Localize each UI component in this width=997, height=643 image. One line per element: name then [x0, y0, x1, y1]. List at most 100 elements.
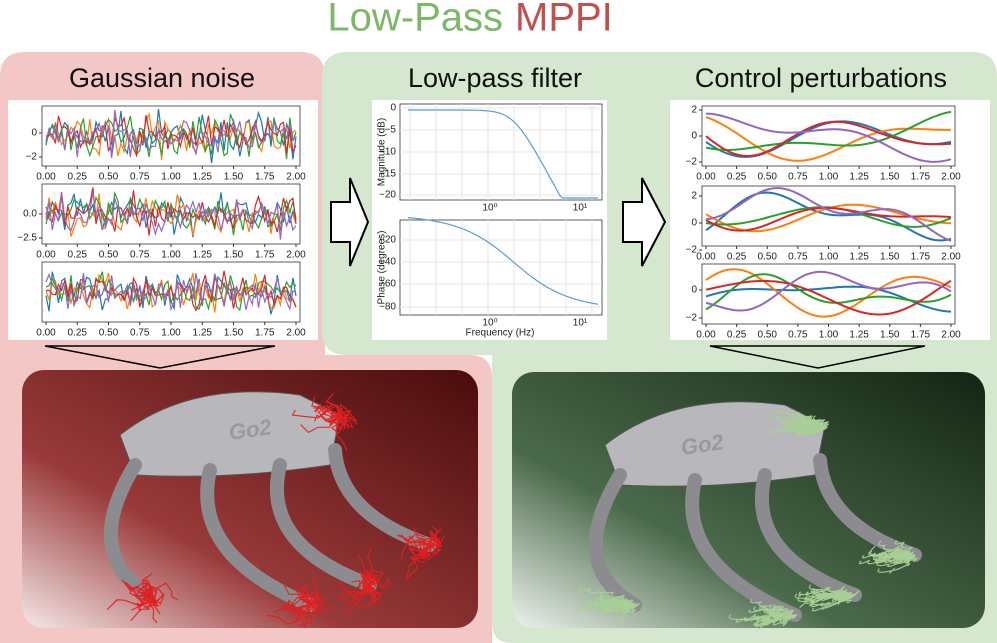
trajectory [339, 407, 348, 422]
x-tick-label: 0.25 [727, 252, 747, 263]
y-tick-label: −80 [379, 302, 396, 313]
x-tick-label: 1.25 [193, 172, 213, 183]
trajectory [894, 540, 916, 557]
axes-frame [399, 219, 603, 316]
y-tick-label: −2 [26, 152, 38, 163]
trajectory [291, 409, 341, 419]
robot-body [119, 391, 341, 477]
trajectory [888, 554, 916, 562]
x-tick-label: 0.50 [758, 252, 778, 263]
x-tick-label: 0.00 [36, 172, 56, 183]
trajectory [419, 544, 432, 558]
x-tick-label: 2.00 [941, 330, 961, 341]
trajectory [574, 604, 636, 613]
robot-leg [685, 473, 802, 622]
trajectory [298, 585, 317, 615]
robot-body [604, 401, 826, 487]
x-tick-label: 0.25 [68, 250, 88, 261]
trajectory [868, 551, 916, 559]
trajectory [106, 594, 151, 610]
trajectory [365, 578, 378, 600]
trajectory [286, 599, 311, 617]
x-axis-label: Frequency (Hz) [466, 328, 535, 339]
x-tick-label: 0.75 [130, 172, 150, 183]
trajectory [797, 594, 856, 607]
trajectory [149, 582, 179, 601]
x-tick-label: 2.00 [941, 252, 961, 263]
x-tick-label: 0.25 [68, 328, 88, 339]
x-tick-label: 1.00 [161, 172, 181, 183]
trajectory [414, 544, 432, 560]
trajectory [874, 553, 916, 562]
trajectory [892, 554, 916, 565]
x-tick-label: 1.00 [819, 330, 839, 341]
robot-leg [200, 463, 317, 612]
y-tick-label: −20 [379, 235, 396, 246]
x-tick-label: 1.25 [193, 250, 213, 261]
trajectory [149, 594, 158, 624]
x-tick-label: 0.00 [696, 172, 716, 183]
x-tick-label: 0.50 [99, 328, 119, 339]
bode-curve [408, 109, 598, 199]
trajectory [303, 595, 312, 607]
x-tick-label: 1.75 [911, 330, 931, 341]
trajectory [767, 605, 796, 617]
y-tick-label: 0 [691, 131, 697, 142]
robot-label: Go2 [679, 429, 726, 460]
trajectory [407, 533, 431, 546]
trajectory [858, 554, 916, 568]
robot-label: Go2 [227, 414, 274, 445]
trajectory [408, 544, 432, 568]
robot-leg [269, 458, 377, 592]
x-tick-label: 1.00 [161, 328, 181, 339]
robot-leg [754, 468, 862, 602]
y-tick-label: −2 [686, 157, 698, 168]
x-tick-label: 0.75 [788, 252, 808, 263]
x-tick-label: 0.25 [727, 330, 747, 341]
robot-leg [103, 458, 157, 602]
trajectory [309, 576, 320, 606]
title-left: Low-Pass [327, 0, 503, 40]
trajectory [813, 415, 830, 429]
x-tick-label: 0.00 [36, 250, 56, 261]
trajectory [369, 574, 385, 589]
trajectory [149, 585, 164, 615]
robot-leg [588, 468, 642, 612]
trajectory [266, 604, 311, 625]
y-tick-label: −60 [379, 279, 396, 290]
signal-line [45, 109, 297, 159]
x-tick-label: 1.50 [224, 250, 244, 261]
x-tick-label: 1.50 [880, 252, 900, 263]
trajectory [412, 526, 431, 551]
trajectory [809, 590, 856, 607]
trajectory [280, 596, 311, 616]
x-tick-label: 2.00 [286, 250, 306, 261]
funnel [44, 345, 276, 369]
y-tick-label: −40 [379, 257, 396, 268]
y-tick-label: −15 [379, 169, 396, 180]
y-tick-label: 0.0 [23, 209, 37, 220]
signal-line [45, 192, 297, 240]
x-tick-label: 0.25 [727, 172, 747, 183]
y-tick-label: 0 [691, 218, 697, 229]
y-tick-label: 2 [691, 105, 697, 116]
signal-line [705, 279, 952, 316]
x-tick-label: 1.50 [880, 172, 900, 183]
trajectory [799, 593, 856, 608]
x-tick-label: 2.00 [286, 172, 306, 183]
x-tick-label: 0.75 [788, 330, 808, 341]
trajectory [138, 582, 153, 600]
signal-line [705, 120, 952, 158]
trajectory [121, 579, 157, 604]
trajectory [755, 614, 796, 627]
x-tick-label: 0.50 [99, 172, 119, 183]
trajectory [369, 584, 383, 605]
x-tick-label: 0.50 [758, 330, 778, 341]
x-tick-label: 0.00 [36, 328, 56, 339]
x-tick-label: 1.00 [819, 172, 839, 183]
x-tick-label: 2.00 [941, 172, 961, 183]
x-tick-label: 1.75 [255, 328, 275, 339]
x-tick-label: 10⁰ [482, 203, 497, 214]
title-right: MPPI [515, 0, 613, 40]
